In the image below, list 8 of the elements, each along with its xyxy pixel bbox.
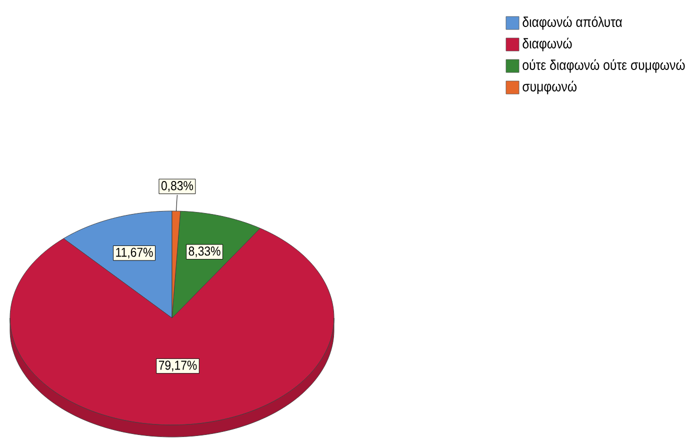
legend-label: συμφωνώ	[522, 80, 577, 94]
data-label: 79,17%	[158, 360, 197, 372]
legend-label: διαφωνώ απόλυτα	[522, 16, 622, 30]
data-label: 8,33%	[188, 246, 220, 258]
data-label: 0,83%	[161, 181, 194, 192]
legend-label: ούτε διαφωνώ ούτε συμφωνώ	[522, 59, 685, 73]
data-label: 11,67%	[116, 248, 153, 258]
legend-label: διαφωνώ	[522, 38, 572, 52]
